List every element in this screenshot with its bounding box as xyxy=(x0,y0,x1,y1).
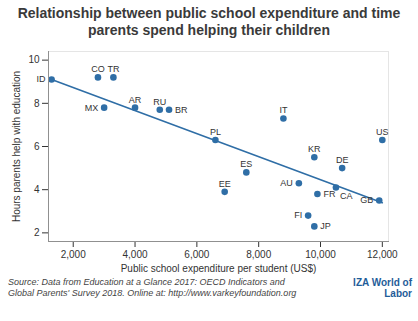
svg-text:CO: CO xyxy=(91,64,105,74)
html-text:Source: Data from Education at: Source: Data from Education at a Glance … xyxy=(8,277,297,298)
svg-text:FI: FI xyxy=(294,210,302,220)
svg-text:10,000: 10,000 xyxy=(305,249,336,260)
svg-text:4: 4 xyxy=(34,184,40,195)
svg-text:RU: RU xyxy=(153,97,166,107)
svg-text:6,000: 6,000 xyxy=(184,249,209,260)
svg-text:AU: AU xyxy=(280,178,293,188)
svg-text:US: US xyxy=(376,127,389,137)
svg-text:ES: ES xyxy=(240,159,252,169)
svg-text:KR: KR xyxy=(308,144,321,154)
svg-text:2,000: 2,000 xyxy=(61,249,86,260)
svg-text:CA: CA xyxy=(340,191,353,201)
svg-text:FR: FR xyxy=(323,189,335,199)
svg-text:JP: JP xyxy=(320,221,331,231)
svg-text:IT: IT xyxy=(279,105,288,115)
svg-text:DE: DE xyxy=(336,155,349,165)
svg-text:GB: GB xyxy=(360,195,373,205)
svg-text:BR: BR xyxy=(175,105,188,115)
svg-text:MX: MX xyxy=(85,103,99,113)
svg-text:4,000: 4,000 xyxy=(123,249,148,260)
svg-text:EE: EE xyxy=(219,179,231,189)
svg-text:12,000: 12,000 xyxy=(367,249,398,260)
svg-text:Hours parents help with educat: Hours parents help with education xyxy=(11,71,22,222)
html-text:Relationship between public sc: Relationship between public school expen… xyxy=(17,5,401,38)
svg-text:8: 8 xyxy=(34,98,40,109)
svg-text:2: 2 xyxy=(34,227,40,238)
svg-text:PL: PL xyxy=(210,127,221,137)
svg-text:Public school expenditure per: Public school expenditure per student (U… xyxy=(121,263,317,274)
svg-text:8,000: 8,000 xyxy=(246,249,271,260)
svg-text:10: 10 xyxy=(28,54,40,65)
svg-text:TR: TR xyxy=(107,64,119,74)
svg-text:AR: AR xyxy=(129,95,142,105)
html-text:IZA World of Labor: IZA World of Labor xyxy=(353,277,412,299)
svg-text:6: 6 xyxy=(34,141,40,152)
svg-text:ID: ID xyxy=(37,74,47,84)
